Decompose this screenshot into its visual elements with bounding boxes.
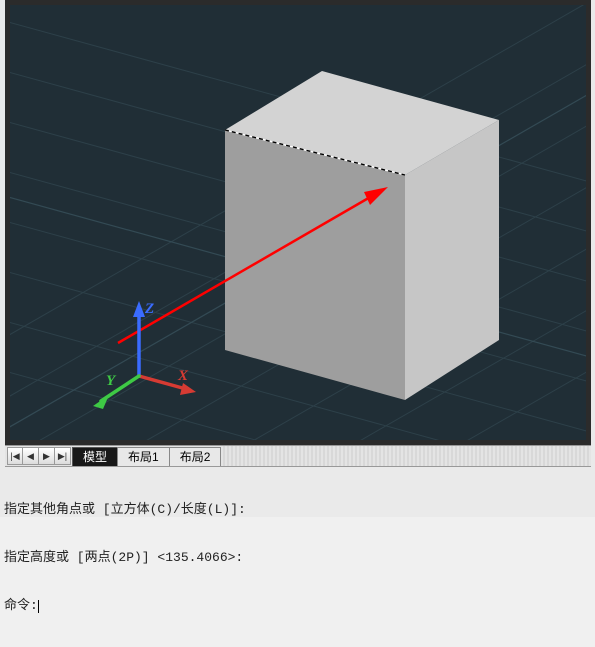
tab-layout1[interactable]: 布局1: [117, 447, 170, 466]
tab-layout2[interactable]: 布局2: [169, 447, 222, 466]
command-history: 指定其他角点或 [立方体(C)/长度(L)]: 指定高度或 [两点(2P)] <…: [0, 469, 595, 647]
command-prompt[interactable]: 命令:: [4, 598, 591, 614]
tab-model[interactable]: 模型: [72, 447, 118, 466]
tab-nav: |◀ ◀ ▶ ▶|: [7, 447, 71, 465]
ucs-x-label: X: [177, 368, 189, 384]
cube: [225, 71, 499, 400]
command-line-1: 指定其他角点或 [立方体(C)/长度(L)]:: [4, 502, 591, 518]
viewport-3d[interactable]: Z X Y: [10, 5, 586, 440]
layout-tabs: |◀ ◀ ▶ ▶| 模型 布局1 布局2: [5, 445, 591, 467]
command-line-2: 指定高度或 [两点(2P)] <135.4066>:: [4, 550, 591, 566]
tabs-spacer: [221, 446, 591, 466]
ucs-z-label: Z: [144, 301, 154, 317]
tab-nav-first[interactable]: |◀: [7, 447, 23, 465]
tab-nav-last[interactable]: ▶|: [55, 447, 71, 465]
caret: [38, 600, 44, 613]
tab-nav-prev[interactable]: ◀: [23, 447, 39, 465]
viewport-frame: Z X Y: [5, 0, 591, 445]
tab-nav-next[interactable]: ▶: [39, 447, 55, 465]
